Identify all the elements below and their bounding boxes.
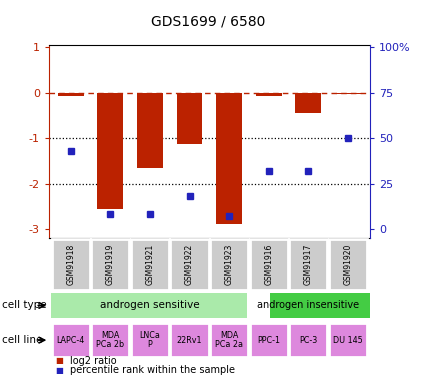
Bar xyxy=(289,239,327,290)
Bar xyxy=(177,93,202,144)
Bar xyxy=(289,323,327,357)
Bar xyxy=(51,293,247,318)
Text: MDA
PCa 2b: MDA PCa 2b xyxy=(96,331,125,350)
Text: cell type: cell type xyxy=(2,300,47,310)
Text: MDA
PCa 2a: MDA PCa 2a xyxy=(215,331,243,350)
Text: PC-3: PC-3 xyxy=(299,336,317,345)
Bar xyxy=(210,323,248,357)
Text: GSM91919: GSM91919 xyxy=(106,244,115,285)
Bar xyxy=(270,293,388,318)
Bar xyxy=(131,323,169,357)
Text: GSM91916: GSM91916 xyxy=(264,244,273,285)
Text: GSM91923: GSM91923 xyxy=(225,244,234,285)
Bar xyxy=(170,239,209,290)
Bar xyxy=(58,93,84,96)
Text: LNCa
P: LNCa P xyxy=(139,331,160,350)
Bar xyxy=(91,323,129,357)
Text: percentile rank within the sample: percentile rank within the sample xyxy=(70,365,235,375)
Bar xyxy=(210,239,248,290)
Text: DU 145: DU 145 xyxy=(333,336,363,345)
Bar xyxy=(131,239,169,290)
Text: androgen sensitive: androgen sensitive xyxy=(100,300,200,310)
Bar xyxy=(91,239,129,290)
Text: GSM91922: GSM91922 xyxy=(185,244,194,285)
Text: PPC-1: PPC-1 xyxy=(257,336,280,345)
Bar xyxy=(256,93,282,96)
Bar xyxy=(335,93,361,94)
Bar xyxy=(250,323,288,357)
Bar xyxy=(216,93,242,225)
Bar xyxy=(250,239,288,290)
Bar xyxy=(137,93,163,168)
Bar xyxy=(329,239,367,290)
Text: GSM91921: GSM91921 xyxy=(145,244,154,285)
Bar xyxy=(295,93,321,113)
Text: GDS1699 / 6580: GDS1699 / 6580 xyxy=(151,14,266,28)
Bar xyxy=(170,323,209,357)
Bar xyxy=(52,323,90,357)
Text: GSM91918: GSM91918 xyxy=(66,244,75,285)
Text: GSM91920: GSM91920 xyxy=(343,244,352,285)
Bar xyxy=(97,93,123,208)
Text: cell line: cell line xyxy=(2,335,42,345)
Text: log2 ratio: log2 ratio xyxy=(70,356,117,366)
Text: ■: ■ xyxy=(55,366,63,375)
Text: LAPC-4: LAPC-4 xyxy=(57,336,85,345)
Bar xyxy=(329,323,367,357)
Text: androgen insensitive: androgen insensitive xyxy=(257,300,360,310)
Text: ■: ■ xyxy=(55,356,63,365)
Text: 22Rv1: 22Rv1 xyxy=(177,336,202,345)
Text: GSM91917: GSM91917 xyxy=(304,244,313,285)
Bar xyxy=(52,239,90,290)
